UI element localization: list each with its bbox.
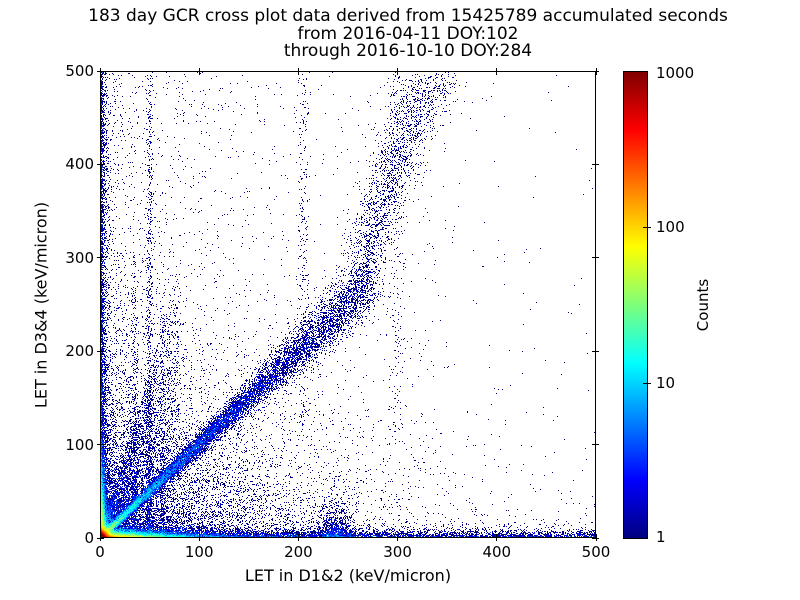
x-tick-label: 200 bbox=[284, 543, 313, 561]
y-tick-mark-right bbox=[592, 537, 599, 539]
colorbar-tick-label: 10 bbox=[656, 374, 676, 392]
y-tick-label: 500 bbox=[65, 62, 94, 80]
x-tick-mark bbox=[397, 534, 399, 541]
x-tick-mark bbox=[297, 534, 299, 541]
y-tick-mark bbox=[97, 537, 104, 539]
colorbar-tick-mark bbox=[643, 382, 651, 384]
x-tick-mark bbox=[198, 534, 200, 541]
x-tick-label: 500 bbox=[581, 543, 611, 561]
y-tick-mark-right bbox=[592, 444, 599, 446]
y-tick-mark-right bbox=[592, 163, 599, 165]
y-axis-label: LET in D3&4 (keV/micron) bbox=[31, 201, 51, 409]
y-tick-mark bbox=[97, 163, 104, 165]
x-tick-mark-top bbox=[595, 68, 597, 75]
x-tick-mark bbox=[496, 534, 498, 541]
y-tick-mark-right bbox=[592, 257, 599, 259]
colorbar-tick-mark bbox=[643, 226, 651, 228]
y-tick-mark bbox=[97, 257, 104, 259]
y-tick-mark bbox=[97, 444, 104, 446]
title-line-2: from 2016-04-11 DOY:102 bbox=[297, 23, 519, 44]
title-line-1: 183 day GCR cross plot data derived from… bbox=[88, 6, 728, 26]
colorbar-tick-label: 1000 bbox=[656, 64, 695, 82]
y-tick-mark bbox=[97, 350, 104, 352]
x-tick-mark-top bbox=[99, 68, 101, 75]
y-tick-mark-right bbox=[592, 350, 599, 352]
y-tick-label: 100 bbox=[65, 435, 94, 454]
title-line-3: through 2016-10-10 DOY:284 bbox=[283, 41, 533, 61]
chart-title: 183 day GCR cross plot data derived from… bbox=[8, 6, 800, 61]
y-tick-label: 400 bbox=[65, 155, 94, 174]
x-tick-mark-top bbox=[198, 68, 200, 75]
y-tick-label: 300 bbox=[65, 248, 94, 267]
x-tick-label: 100 bbox=[184, 543, 214, 561]
x-tick-mark-top bbox=[496, 68, 498, 75]
y-tick-mark-right bbox=[592, 70, 599, 72]
colorbar-label: Counts bbox=[694, 278, 712, 332]
colorbar-gradient bbox=[624, 72, 647, 538]
x-tick-label: 400 bbox=[482, 543, 512, 561]
x-tick-mark-top bbox=[297, 68, 299, 75]
y-tick-label: 0 bbox=[84, 529, 94, 547]
colorbar bbox=[623, 71, 648, 539]
y-tick-mark bbox=[97, 70, 104, 72]
x-tick-label: 300 bbox=[383, 543, 412, 561]
colorbar-tick-label: 1 bbox=[656, 528, 666, 546]
heatmap-scatter-canvas bbox=[100, 71, 596, 538]
colorbar-tick-label: 100 bbox=[656, 218, 685, 236]
x-tick-label: 0 bbox=[95, 543, 105, 561]
y-tick-label: 200 bbox=[65, 342, 94, 361]
x-tick-mark-top bbox=[397, 68, 399, 75]
x-axis-label: LET in D1&2 (keV/micron) bbox=[244, 566, 452, 585]
